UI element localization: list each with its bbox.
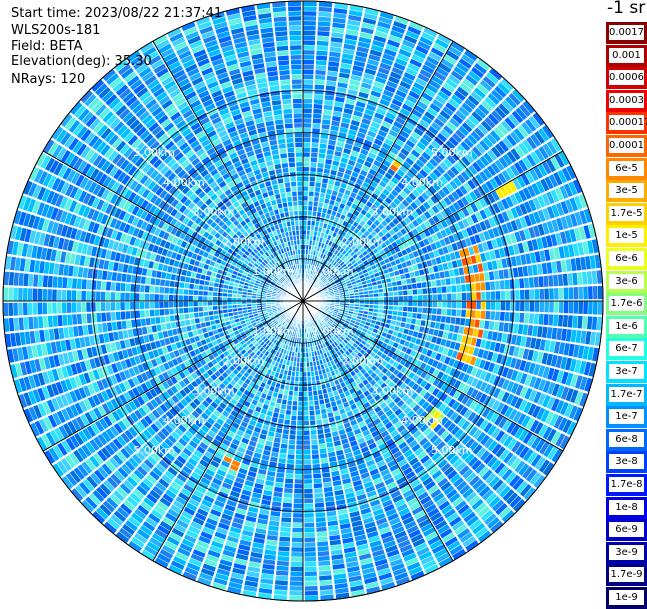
colorbar-cell: 1e-6	[606, 315, 647, 338]
range-label: 2.00km	[342, 355, 384, 368]
colorbar-cell: 1e-8	[606, 496, 647, 519]
colorbar-cell: 0.00017	[606, 112, 647, 135]
colorbar-label: 1e-7	[609, 409, 644, 425]
azimuth-line	[42, 150, 564, 452]
colorbar-label: 0.0017	[609, 25, 644, 40]
device-label: WLS200s-181	[11, 23, 101, 38]
range-label: 3.00km	[193, 206, 235, 219]
colorbar-label: 3e-6	[609, 273, 644, 289]
colorbar-label: 3e-8	[609, 454, 644, 470]
colorbar-cell: 0.0017	[606, 22, 647, 44]
colorbar-label: 1e-8	[609, 499, 644, 515]
colorbar-cell: 3e-8	[606, 451, 647, 474]
colorbar-label: 1.7e-9	[609, 567, 644, 583]
nrays-label: NRays: 120	[11, 72, 86, 87]
range-label: 5.00km	[133, 146, 175, 159]
colorbar-cell: 3e-9	[606, 541, 647, 564]
range-label: 3.00km	[372, 206, 414, 219]
range-label: 5.00km	[133, 444, 175, 457]
colorbar-cell: 3e-7	[606, 361, 647, 383]
range-label: 2.00km	[223, 355, 265, 368]
range-label: 4.00km	[163, 414, 205, 427]
colorbar-label: 1.7e-8	[609, 477, 644, 492]
range-label: 1.00km	[312, 325, 354, 338]
colorbar-cell: 3e-5	[606, 180, 647, 203]
colorbar-cell: 6e-9	[606, 519, 647, 542]
colorbar-label: 1e-9	[609, 590, 644, 605]
range-label: 3.00km	[372, 384, 414, 397]
colorbar-unit: -1 sr	[607, 0, 646, 18]
colorbar-label: 0.0003	[609, 92, 644, 108]
colorbar-label: 0.00017	[609, 115, 647, 131]
colorbar-label: 1.7e-6	[609, 296, 644, 312]
colorbar-label: 3e-9	[609, 544, 644, 560]
colorbar-cell: 3e-6	[606, 270, 647, 293]
backscatter-cells	[3, 1, 603, 601]
colorbar-label: 1.7e-7	[609, 386, 644, 402]
colorbar-cell: 0.0006	[606, 67, 647, 90]
colorbar-cell: 1e-7	[606, 406, 647, 429]
colorbar-label: 0.0006	[609, 70, 644, 86]
range-label: 4.00km	[163, 176, 205, 189]
colorbar-cell: 6e-6	[606, 248, 647, 270]
colorbar-label: 0.001	[609, 47, 644, 63]
colorbar-cell: 1.7e-9	[606, 564, 647, 587]
azimuth-lines	[3, 1, 603, 601]
colorbar-cell: 6e-7	[606, 338, 647, 361]
colorbar-cell: 0.001	[606, 44, 647, 67]
colorbar-label: 3e-7	[609, 364, 644, 379]
colorbar-label: 0.0001	[609, 138, 644, 153]
range-label: 4.00km	[401, 176, 443, 189]
colorbar-label: 6e-8	[609, 431, 644, 447]
field-label: Field: BETA	[11, 39, 83, 54]
range-label: 4.00km	[401, 414, 443, 427]
range-label: 5.00km	[431, 146, 473, 159]
colorbar-cell: 1.7e-6	[606, 293, 647, 316]
colorbar-label: 6e-6	[609, 251, 644, 266]
range-label: 3.00km	[193, 384, 235, 397]
colorbar-label: 6e-9	[609, 522, 644, 538]
colorbar-cell: 1e-9	[606, 587, 647, 609]
colorbar-label: 1.7e-5	[609, 205, 644, 221]
colorbar-label: 6e-5	[609, 160, 644, 176]
colorbar-cell: 0.0001	[606, 135, 647, 157]
range-label: 2.00km	[223, 235, 265, 248]
elevation-label: Elevation(deg): 35.30	[11, 54, 152, 69]
colorbar-label: 1e-6	[609, 318, 644, 334]
colorbar-label: 6e-7	[609, 341, 644, 357]
range-label: 2.00km	[342, 235, 384, 248]
range-label: 1.00km	[252, 265, 294, 278]
colorbar-cell: 6e-8	[606, 428, 647, 451]
colorbar-cell: 1.7e-7	[606, 383, 647, 406]
colorbar-cell: 1e-5	[606, 225, 647, 248]
range-label: 5.00km	[431, 444, 473, 457]
colorbar-cell: 1.7e-5	[606, 202, 647, 225]
start-time-label: Start time: 2023/08/22 21:37:41	[11, 6, 223, 21]
colorbar-label: 1e-5	[609, 228, 644, 244]
range-label: 1.00km	[252, 325, 294, 338]
colorbar-cell: 0.0003	[606, 89, 647, 112]
range-label: 1.00km	[312, 265, 354, 278]
colorbar-label: 3e-5	[609, 183, 644, 199]
colorbar-cell: 1.7e-8	[606, 474, 647, 496]
range-labels: 1.00km 1.00km 1.00km 1.00km 2.00km 2.00km 2.00…	[133, 146, 472, 457]
colorbar-cell: 6e-5	[606, 157, 647, 180]
